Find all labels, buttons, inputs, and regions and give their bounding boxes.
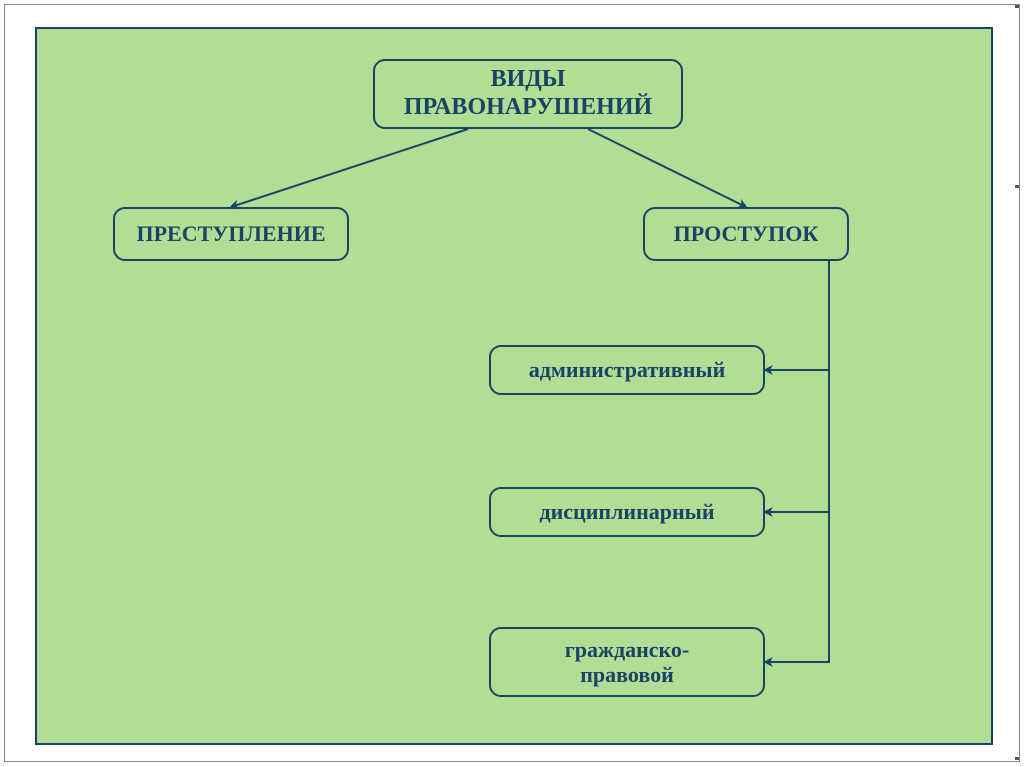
diagram-panel: ВИДЫПРАВОНАРУШЕНИЙ ПРЕСТУПЛЕНИЕ ПРОСТУПО… [35, 27, 993, 745]
node-admin: административный [489, 345, 765, 395]
outer-frame: ВИДЫПРАВОНАРУШЕНИЙ ПРЕСТУПЛЕНИЕ ПРОСТУПО… [4, 4, 1020, 762]
node-crime: ПРЕСТУПЛЕНИЕ [113, 207, 349, 261]
node-discipline-label: дисциплинарный [539, 499, 714, 524]
node-civil-label: гражданско-правовой [565, 637, 689, 688]
node-discipline: дисциплинарный [489, 487, 765, 537]
node-civil: гражданско-правовой [489, 627, 765, 697]
node-root-label: ВИДЫПРАВОНАРУШЕНИЙ [404, 66, 652, 121]
node-crime-label: ПРЕСТУПЛЕНИЕ [136, 221, 325, 246]
node-root: ВИДЫПРАВОНАРУШЕНИЙ [373, 59, 683, 129]
node-misdemeanor-label: ПРОСТУПОК [674, 221, 819, 246]
node-misdemeanor: ПРОСТУПОК [643, 207, 849, 261]
ruler-marks [1015, 5, 1019, 761]
node-admin-label: административный [529, 357, 726, 382]
